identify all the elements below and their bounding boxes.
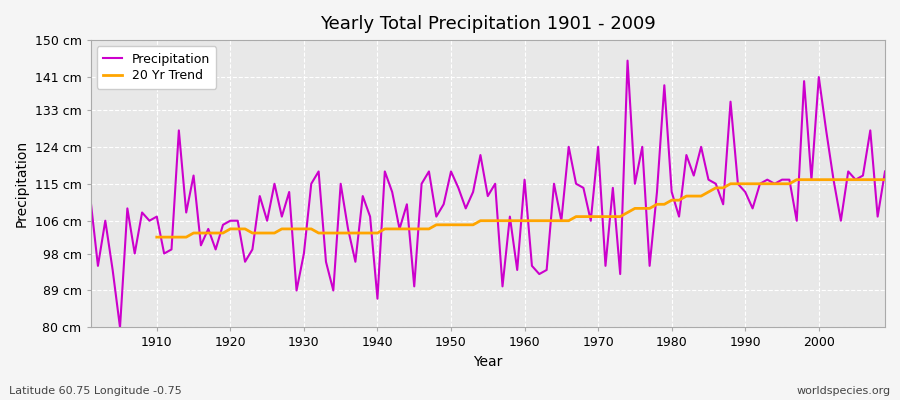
20 Yr Trend [151, 235, 162, 240]
Precipitation [357, 194, 368, 198]
Precipitation [313, 169, 324, 174]
Line: Precipitation: Precipitation [91, 61, 885, 328]
Precipitation [114, 325, 125, 330]
Precipitation [151, 214, 162, 219]
20 Yr Trend [526, 218, 537, 223]
20 Yr Trend [585, 214, 596, 219]
20 Yr Trend [850, 177, 861, 182]
20 Yr Trend [879, 177, 890, 182]
20 Yr Trend [320, 231, 331, 236]
20 Yr Trend [791, 177, 802, 182]
Precipitation [519, 177, 530, 182]
Precipitation [879, 169, 890, 174]
Title: Yearly Total Precipitation 1901 - 2009: Yearly Total Precipitation 1901 - 2009 [320, 15, 656, 33]
Line: 20 Yr Trend: 20 Yr Trend [157, 180, 885, 237]
X-axis label: Year: Year [473, 355, 502, 369]
Precipitation [615, 272, 626, 276]
Text: Latitude 60.75 Longitude -0.75: Latitude 60.75 Longitude -0.75 [9, 386, 182, 396]
Precipitation [622, 58, 633, 63]
Precipitation [526, 264, 537, 268]
Precipitation [86, 198, 96, 202]
Y-axis label: Precipitation: Precipitation [15, 140, 29, 227]
20 Yr Trend [828, 177, 839, 182]
Legend: Precipitation, 20 Yr Trend: Precipitation, 20 Yr Trend [97, 46, 216, 89]
Text: worldspecies.org: worldspecies.org [796, 386, 891, 396]
20 Yr Trend [291, 226, 302, 231]
